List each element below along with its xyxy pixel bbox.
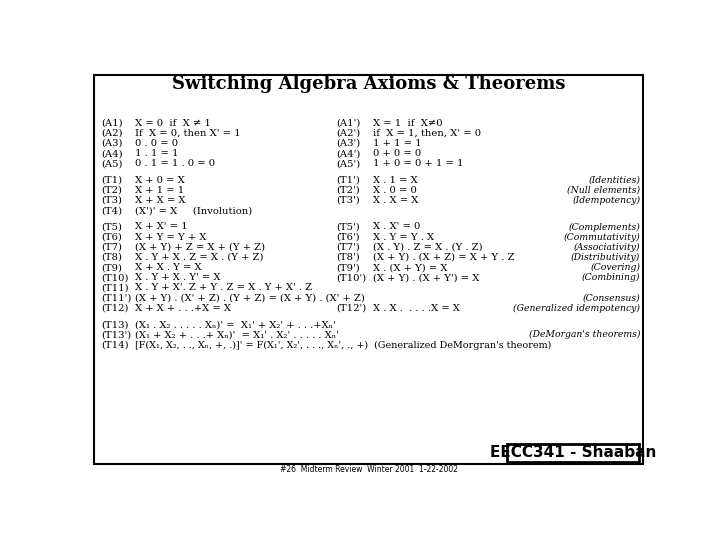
Text: (Associativity): (Associativity) [574, 243, 640, 252]
Text: (A4): (A4) [101, 149, 122, 158]
Text: (T6): (T6) [101, 233, 122, 242]
Text: (A3'): (A3') [336, 139, 361, 148]
Text: 1 + 0 = 0 + 1 = 1: 1 + 0 = 0 + 1 = 1 [373, 159, 464, 168]
Text: (X₁ . X₂ . . . . . Xₙ)' =  X₁' + X₂' + . . .+Xₙ': (X₁ . X₂ . . . . . Xₙ)' = X₁' + X₂' + . … [135, 320, 336, 329]
Text: (T6'): (T6') [336, 233, 360, 242]
Text: (A2'): (A2') [336, 129, 361, 138]
Text: X . Y + X . Y' = X: X . Y + X . Y' = X [135, 273, 220, 282]
Text: (Idempotency): (Idempotency) [572, 196, 640, 205]
Text: (T9'): (T9') [336, 263, 360, 272]
Text: (T2): (T2) [101, 186, 122, 195]
Text: (T1'): (T1') [336, 176, 360, 185]
Text: (A5'): (A5') [336, 159, 361, 168]
Text: (A3): (A3) [101, 139, 122, 148]
Text: (Consensus): (Consensus) [582, 294, 640, 302]
Text: (T11): (T11) [101, 284, 128, 293]
Text: if  X = 1, then, X' = 0: if X = 1, then, X' = 0 [373, 129, 481, 138]
Text: X . Y + X'. Z + Y . Z = X . Y + X' . Z: X . Y + X'. Z + Y . Z = X . Y + X' . Z [135, 284, 312, 293]
Text: (A2): (A2) [101, 129, 122, 138]
Text: (T4): (T4) [101, 206, 122, 215]
Text: (T10): (T10) [101, 273, 128, 282]
Text: (Covering): (Covering) [590, 263, 640, 272]
Text: (T8): (T8) [101, 253, 122, 262]
Text: (T5'): (T5') [336, 222, 360, 232]
Text: X + X' = 1: X + X' = 1 [135, 222, 188, 232]
Text: (T3'): (T3') [336, 196, 360, 205]
Text: (X + Y) . (X + Y') = X: (X + Y) . (X + Y') = X [373, 273, 480, 282]
Text: X + X + . . .+X = X: X + X + . . .+X = X [135, 304, 231, 313]
Text: (T13): (T13) [101, 320, 128, 329]
Text: (Generalized idempotency): (Generalized idempotency) [513, 304, 640, 313]
Text: (A4'): (A4') [336, 149, 361, 158]
Text: #26  Midterm Review  Winter 2001  1-22-2002: #26 Midterm Review Winter 2001 1-22-2002 [280, 465, 458, 474]
Text: X . X .  . . . .X = X: X . X . . . . .X = X [373, 304, 460, 313]
Text: (X₁ + X₂ + . . .+ Xₙ)'  = X₁' . X₂' . . . . . Xₙ': (X₁ + X₂ + . . .+ Xₙ)' = X₁' . X₂' . . .… [135, 330, 339, 339]
Text: X . (X + Y) = X: X . (X + Y) = X [373, 263, 447, 272]
Text: If  X = 0, then X' = 1: If X = 0, then X' = 1 [135, 129, 240, 138]
Text: (T8'): (T8') [336, 253, 360, 262]
Text: X + 1 = 1: X + 1 = 1 [135, 186, 184, 195]
Text: (T1): (T1) [101, 176, 122, 185]
Text: X + X = X: X + X = X [135, 196, 186, 205]
Text: (X + Y) . (X' + Z) . (Y + Z) = (X + Y) . (X' + Z): (X + Y) . (X' + Z) . (Y + Z) = (X + Y) .… [135, 294, 365, 302]
Text: X + Y = Y + X: X + Y = Y + X [135, 233, 207, 242]
Text: X = 1  if  X≠0: X = 1 if X≠0 [373, 119, 443, 127]
Text: (A5): (A5) [101, 159, 122, 168]
Text: 0 . 1 = 1 . 0 = 0: 0 . 1 = 1 . 0 = 0 [135, 159, 215, 168]
Text: (T13'): (T13') [101, 330, 131, 339]
Text: (T9): (T9) [101, 263, 122, 272]
Text: (T14): (T14) [101, 340, 128, 349]
Text: (Null elements): (Null elements) [567, 186, 640, 195]
Text: 1 + 1 = 1: 1 + 1 = 1 [373, 139, 421, 148]
Text: (T5): (T5) [101, 222, 122, 232]
Text: (X + Y) . (X + Z) = X + Y . Z: (X + Y) . (X + Z) = X + Y . Z [373, 253, 514, 262]
Text: (T10'): (T10') [336, 273, 366, 282]
Text: X . 0 = 0: X . 0 = 0 [373, 186, 417, 195]
Text: [F(X₁, X₂, . ., Xₙ, +, .)]' = F(X₁', X₂', . . ., Xₙ', ., +)  (Generalized DeMorg: [F(X₁, X₂, . ., Xₙ, +, .)]' = F(X₁', X₂'… [135, 340, 552, 349]
Text: (Distributivity): (Distributivity) [571, 253, 640, 262]
Text: X . X = X: X . X = X [373, 196, 418, 205]
FancyBboxPatch shape [94, 75, 642, 464]
Text: X . 1 = X: X . 1 = X [373, 176, 418, 185]
Text: (A1'): (A1') [336, 119, 361, 127]
Text: X + 0 = X: X + 0 = X [135, 176, 185, 185]
Text: (T3): (T3) [101, 196, 122, 205]
Text: (Commutativity): (Commutativity) [564, 233, 640, 242]
Text: (T7'): (T7') [336, 243, 360, 252]
Text: (X . Y) . Z = X . (Y . Z): (X . Y) . Z = X . (Y . Z) [373, 243, 482, 252]
Text: (T12): (T12) [101, 304, 128, 313]
Text: (Complements): (Complements) [568, 222, 640, 232]
Text: (DeMorgan's theorems): (DeMorgan's theorems) [528, 330, 640, 340]
Text: (X')' = X     (Involution): (X')' = X (Involution) [135, 206, 252, 215]
Text: (T12'): (T12') [336, 304, 366, 313]
Text: (T11'): (T11') [101, 294, 131, 302]
Text: Switching Algebra Axioms & Theorems: Switching Algebra Axioms & Theorems [172, 75, 566, 93]
Text: EECC341 - Shaaban: EECC341 - Shaaban [490, 446, 656, 461]
Text: X + X . Y = X: X + X . Y = X [135, 263, 202, 272]
Text: 0 + 0 = 0: 0 + 0 = 0 [373, 149, 421, 158]
Text: X . X' = 0: X . X' = 0 [373, 222, 420, 232]
Text: 0 . 0 = 0: 0 . 0 = 0 [135, 139, 178, 148]
Text: 1 . 1 = 1: 1 . 1 = 1 [135, 149, 179, 158]
Text: X = 0  if  X ≠ 1: X = 0 if X ≠ 1 [135, 119, 211, 127]
Text: (A1): (A1) [101, 119, 122, 127]
Text: (Combining): (Combining) [582, 273, 640, 282]
Text: (T7): (T7) [101, 243, 122, 252]
Text: X . Y = Y . X: X . Y = Y . X [373, 233, 434, 242]
FancyBboxPatch shape [507, 444, 639, 462]
Text: (T2'): (T2') [336, 186, 360, 195]
Text: (X + Y) + Z = X + (Y + Z): (X + Y) + Z = X + (Y + Z) [135, 243, 265, 252]
Text: (Identities): (Identities) [588, 176, 640, 185]
Text: X . Y + X . Z = X . (Y + Z): X . Y + X . Z = X . (Y + Z) [135, 253, 264, 262]
